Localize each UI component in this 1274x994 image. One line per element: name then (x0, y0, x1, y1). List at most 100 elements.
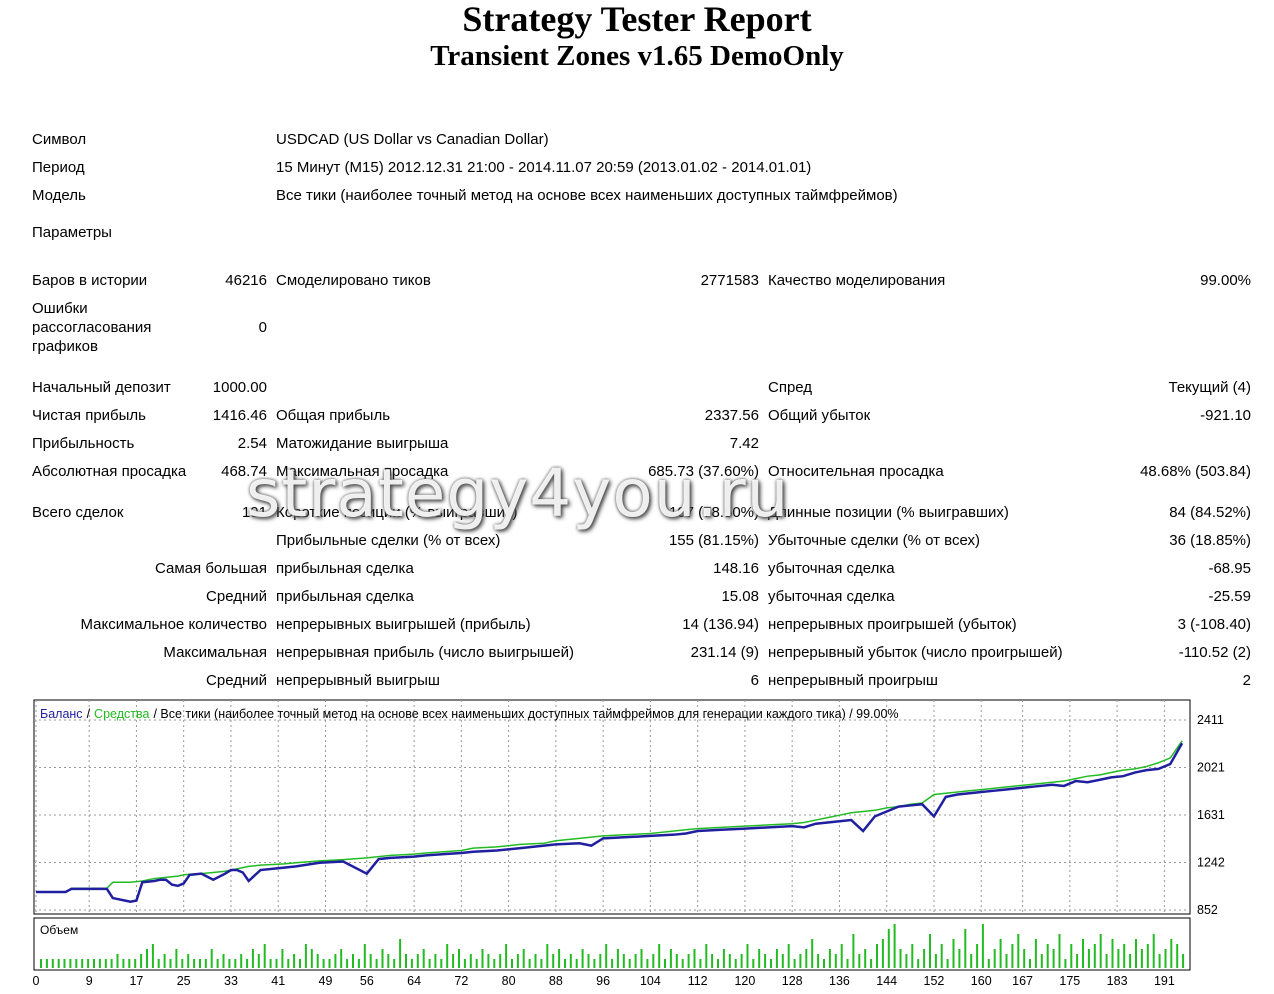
volume-bar (369, 954, 372, 968)
volume-bar (246, 959, 249, 968)
volume-bar (234, 959, 237, 968)
x-tick-label: 112 (688, 974, 708, 988)
volume-bar (110, 959, 113, 968)
volume-bar (799, 954, 802, 968)
volume-bar (970, 954, 973, 968)
volume-bar (1070, 944, 1073, 968)
volume-bar (340, 949, 343, 968)
x-tick-label: 72 (454, 974, 468, 988)
volume-bar (251, 949, 254, 968)
volume-bar (687, 954, 690, 968)
volume-bar (634, 954, 637, 968)
profit-trades-value: 155 (81.15%) (668, 532, 759, 549)
volume-bar (876, 944, 878, 968)
x-tick-label: 0 (33, 974, 40, 988)
volume-bar (505, 944, 508, 968)
volume-bar (540, 959, 543, 968)
chart-legend: Баланс / Средства / Все тики (наиболее точн… (40, 707, 899, 721)
payoff-value: 7.42 (729, 435, 759, 452)
abs-drawdown-label: Абсолютная просадка (32, 463, 187, 480)
volume-bar (422, 949, 425, 968)
volume-bar (434, 954, 437, 968)
y-tick-label: 2021 (1197, 761, 1225, 775)
model-value: Все тики (наиболее точный метод на основ… (276, 187, 898, 204)
volume-bar (163, 954, 166, 968)
volume-bar (511, 959, 513, 968)
x-tick-label: 175 (1059, 974, 1080, 988)
volume-bar (146, 949, 148, 968)
quality-value: 99.00% (1200, 272, 1251, 289)
volume-bar (528, 959, 531, 968)
volume-bar (98, 959, 101, 968)
volume-bar (1135, 939, 1137, 968)
volume-bar (705, 944, 708, 968)
x-tick-label: 167 (1012, 974, 1033, 988)
volume-bar (1123, 944, 1126, 968)
legend-balance: Баланс (40, 707, 83, 721)
balance-line (36, 742, 1184, 903)
avg-cons-win-label: непрерывный выигрыш (276, 672, 440, 689)
x-tick-label: 80 (502, 974, 516, 988)
spread-label: Спред (768, 379, 813, 396)
net-profit-label: Чистая прибыль (32, 407, 146, 424)
volume-bar (717, 959, 719, 968)
x-tick-labels: 0 9 17 25 33 41 49 56 64 72 80 88 96 104 112 120 128 136 1… (33, 974, 1175, 988)
avg-cons-loss-label: непрерывный проигрыш (768, 672, 938, 689)
cons-wins-label: непрерывных выигрышей (прибыль) (276, 616, 531, 633)
volume-bar (128, 959, 131, 968)
volume-bar (216, 959, 219, 968)
chart-grid (34, 700, 1190, 914)
volume-bar (564, 959, 566, 968)
volume-bar (693, 949, 696, 968)
volume-bar (1034, 939, 1037, 968)
volume-bar (628, 959, 631, 968)
x-tick-label: 160 (971, 974, 992, 988)
volume-bar (352, 954, 354, 968)
volume-bar (611, 959, 614, 968)
total-trades-value: 191 (241, 504, 267, 521)
volume-bar (787, 944, 790, 968)
volume-bar (587, 954, 590, 968)
volume-bar (734, 959, 737, 968)
volume-bar (116, 954, 119, 968)
volume-bar (310, 949, 313, 968)
volume-bar (1017, 934, 1020, 968)
volume-bar (905, 954, 908, 968)
volume-bar (275, 959, 278, 968)
volume-bar (469, 954, 472, 968)
max-count-label: Максимальное количество (80, 616, 267, 633)
period-value: 15 Минут (M15) 2012.12.31 21:00 - 2014.1… (276, 159, 812, 176)
volume-bar (405, 954, 407, 968)
volume-bar (40, 959, 42, 968)
volume-bar (51, 959, 54, 968)
volume-bar (134, 959, 137, 968)
max-drawdown-label: Максимальная просадка (276, 463, 449, 480)
volume-bar (646, 959, 649, 968)
x-tick-label: 191 (1154, 974, 1175, 988)
errors-label-3: графиков (32, 338, 98, 355)
volume-bar (140, 954, 143, 968)
volume-bar (823, 959, 825, 968)
x-tick-label: 41 (271, 974, 285, 988)
volume-bar (175, 949, 178, 968)
period-label: Период (32, 159, 85, 176)
volume-bar (428, 959, 431, 968)
volume-bar (1052, 949, 1055, 968)
max-drawdown-value: 685.73 (37.60%) (648, 463, 759, 480)
volume-bar (346, 959, 349, 968)
chart-frame (33, 699, 1191, 915)
y-tick-label: 1631 (1197, 808, 1225, 822)
report-title: Strategy Tester Report (462, 0, 812, 39)
volume-bar (711, 954, 714, 968)
volume-bar (322, 959, 325, 968)
largest-loss-value: -68.95 (1208, 560, 1251, 577)
volume-bar (987, 959, 990, 968)
volume-bar (1023, 949, 1026, 968)
symbol-label: Символ (32, 131, 87, 148)
legend-rest: / Все тики (наиболее точный метод на осн… (153, 707, 898, 721)
volume-bar (999, 939, 1002, 968)
loss-trades-label: Убыточные сделки (% от всех) (768, 532, 980, 549)
volume-bar (316, 954, 319, 968)
params-label: Параметры (32, 224, 112, 241)
volume-bar (758, 949, 761, 968)
